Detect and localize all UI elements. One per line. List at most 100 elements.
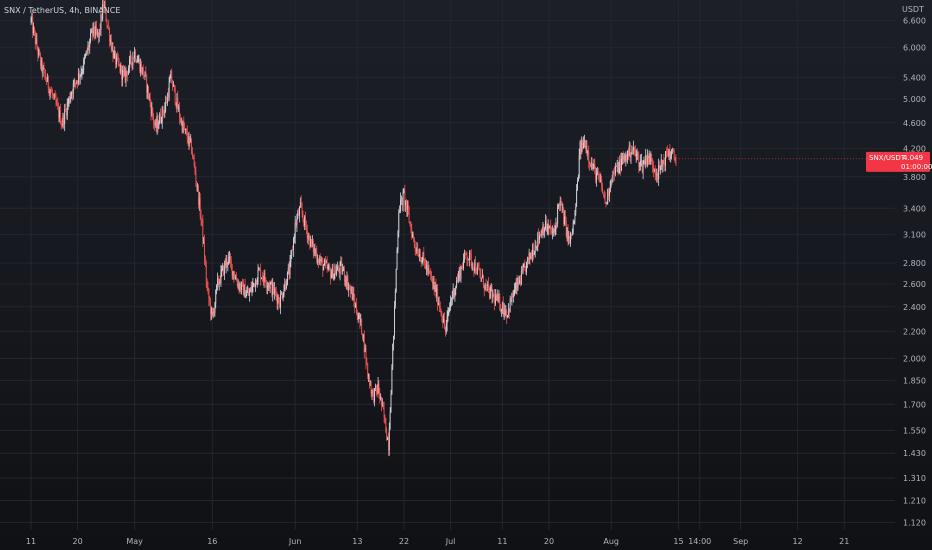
candle-body (548, 226, 550, 229)
candle-body (401, 197, 403, 206)
candle-body (632, 150, 634, 151)
candle-body (267, 284, 269, 286)
candle-body (504, 309, 506, 315)
candle-body (395, 268, 397, 292)
time-tick-label: Aug (603, 537, 619, 546)
candle-body (128, 68, 130, 75)
candle-body (373, 391, 375, 402)
candle-body (260, 269, 262, 280)
candle-body (193, 157, 195, 165)
candle-body (640, 160, 642, 162)
candle-body (526, 261, 528, 273)
candle-body (439, 306, 441, 309)
candle-body (219, 281, 221, 284)
candle-body (294, 222, 296, 238)
candle-body (663, 160, 665, 163)
candle-body (97, 32, 98, 34)
candle-body (429, 270, 431, 274)
candle-body (494, 294, 496, 304)
candle-body (378, 383, 380, 394)
candle-body (445, 324, 447, 332)
candle-body (275, 291, 277, 297)
candle-body (136, 61, 138, 63)
candle-body (221, 269, 223, 271)
candle-body (482, 275, 484, 288)
candle-body (307, 235, 309, 239)
candle-body (653, 169, 655, 171)
last-price-tag: SNX/USDT 4.049 01:00:00 (866, 151, 932, 172)
candle-body (633, 147, 635, 151)
candle-body (196, 181, 198, 187)
price-tick-label: 5.000 (903, 95, 926, 104)
candle-body (531, 254, 533, 257)
candle-body (274, 288, 275, 294)
candle-body (452, 288, 454, 298)
candle-body (450, 300, 452, 307)
candle-body (356, 313, 358, 320)
candle-body (331, 267, 333, 276)
candle-body (62, 115, 64, 126)
candle-body (432, 278, 433, 284)
candle-body (582, 140, 584, 149)
time-tick-label: Jul (445, 537, 456, 546)
candle-body (68, 97, 70, 103)
candle-body (147, 86, 148, 93)
candle-body (180, 120, 182, 122)
candle-body (659, 165, 660, 170)
candle-body (274, 288, 276, 292)
candle-body (191, 139, 193, 154)
candle-body (374, 388, 376, 402)
candle-body (549, 225, 551, 229)
candle-body (379, 393, 381, 400)
candle-body (113, 53, 115, 59)
candle-body (35, 38, 37, 44)
candle-body (465, 253, 467, 255)
candle-body (619, 159, 621, 169)
candle-body (534, 244, 536, 254)
candle-body (639, 165, 641, 167)
candle-body (343, 268, 345, 281)
candle-body (74, 80, 76, 84)
candle-body (505, 311, 507, 315)
candle-body (297, 212, 299, 219)
candle-body (634, 151, 636, 156)
candle-body (615, 166, 616, 174)
candle-body (271, 281, 273, 295)
price-tick-label: 3.800 (903, 173, 926, 182)
candle-body (601, 179, 603, 187)
candle-body (194, 164, 196, 174)
candle-body (315, 252, 317, 254)
candle-body (261, 277, 262, 280)
candle-body (539, 235, 541, 237)
candle-body (539, 235, 540, 240)
candle-body (675, 160, 677, 166)
candle-body (270, 281, 272, 284)
time-axis[interactable]: 11 20 May 16 Jun 13 22 Jul 11 20 Aug 15 14:00 Sep 12 21 (26, 537, 849, 546)
candle-body (52, 91, 54, 96)
candle-body (511, 292, 513, 303)
candle-body (502, 302, 504, 315)
candle-body (252, 283, 254, 287)
time-tick-label: 14:00 (688, 537, 711, 546)
candle-body (643, 160, 645, 164)
candle-body (655, 174, 657, 176)
candle-body (477, 264, 479, 269)
candle-body (630, 154, 632, 158)
candle-body (615, 166, 617, 167)
candle-body (191, 153, 193, 157)
candle-body (447, 311, 449, 317)
candle-body (407, 205, 409, 213)
candle-body (190, 139, 192, 141)
time-tick-label: Sep (733, 537, 748, 546)
candle-body (404, 191, 406, 205)
candle-body (65, 109, 66, 111)
candle-body (646, 156, 648, 165)
candle-body (302, 213, 304, 219)
price-axis[interactable]: USDT 6.600 6.000 5.400 5.000 4.600 4.200 3.800… (902, 5, 926, 527)
candle-body (229, 256, 231, 258)
candle-body (512, 292, 514, 297)
price-axis-unit: USDT (902, 5, 924, 14)
candle-body (222, 265, 224, 270)
